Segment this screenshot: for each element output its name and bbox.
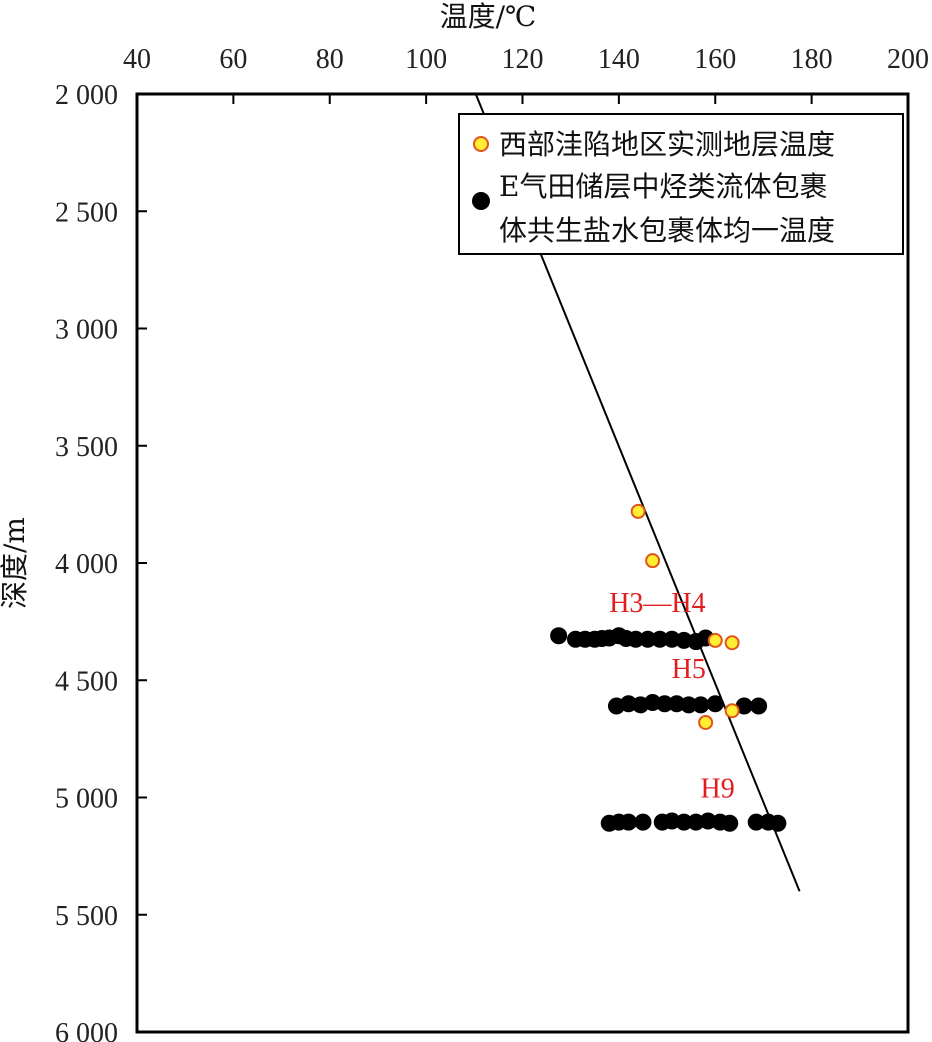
x-ticks: 40 60 80 100 120 140 160 180 200	[123, 44, 929, 104]
y-tick-label: 4 500	[55, 666, 118, 697]
group-label: H9	[701, 774, 735, 805]
measured-temp-point	[707, 632, 723, 648]
x-tick-label: 40	[123, 44, 151, 75]
inclusion-temp-point	[692, 696, 710, 714]
inclusion-temp-point	[634, 813, 652, 831]
y-tick-label: 4 000	[55, 549, 118, 580]
x-tick-label: 60	[219, 44, 247, 75]
x-tick-label: 180	[791, 44, 833, 75]
measured-temp-point	[724, 635, 740, 651]
y-tick-label: 6 000	[55, 1018, 118, 1042]
legend-box	[458, 113, 904, 255]
measured-temp-point	[724, 703, 740, 719]
plot-area: H3—H4 H5 H9	[135, 92, 910, 1034]
inclusion-temp-point	[620, 813, 638, 831]
measured-temp-point	[698, 714, 714, 730]
legend: 西部洼陷地区实测地层温度 E气田储层中烃类流体包裹 体共生盐水包裹体均一温度	[458, 113, 904, 255]
legend-marker-inclusion-temp	[472, 192, 490, 210]
inclusion-temp-point	[706, 695, 724, 713]
x-tick-label: 100	[405, 44, 447, 75]
x-tick-label: 200	[887, 44, 929, 75]
y-tick-label: 5 000	[55, 784, 118, 815]
y-tick-label: 2 000	[55, 80, 118, 111]
y-tick-label: 3 500	[55, 432, 118, 463]
legend-marker-measured-temp	[473, 136, 489, 152]
legend-label-measured-temp: 西部洼陷地区实测地层温度	[499, 128, 835, 161]
inclusion-temp-point	[750, 697, 768, 715]
y-ticks: 2 000 2 500 3 000 3 500 4 000 4 500 5 000 5 500…	[55, 80, 147, 1042]
y-axis-title: 深度/m	[0, 517, 31, 609]
group-label: H3—H4	[609, 588, 705, 619]
legend-label-inclusion-temp-line2: 体共生盐水包裹体均一温度	[499, 214, 835, 247]
axis-labels: 温度/℃ 深度/m	[0, 0, 536, 609]
y-tick-label: 5 500	[55, 901, 118, 932]
inclusion-temp-point	[721, 814, 739, 832]
measured-temp-point	[630, 503, 646, 519]
measured-temp-point	[645, 553, 661, 569]
inclusion-temp-point	[769, 814, 787, 832]
group-label: H5	[672, 654, 706, 685]
data-points	[550, 503, 787, 832]
legend-label-inclusion-temp-line1: E气田储层中烃类流体包裹	[499, 170, 827, 203]
plot-frame	[135, 92, 910, 1034]
x-tick-label: 80	[316, 44, 344, 75]
inclusion-temp-point	[550, 627, 568, 645]
x-tick-label: 120	[502, 44, 544, 75]
x-axis-title: 温度/℃	[440, 0, 537, 33]
x-tick-label: 160	[694, 44, 736, 75]
group-labels: H3—H4 H5 H9	[609, 588, 735, 804]
y-tick-label: 2 500	[55, 197, 118, 228]
x-tick-label: 140	[598, 44, 640, 75]
y-tick-label: 3 000	[55, 315, 118, 346]
